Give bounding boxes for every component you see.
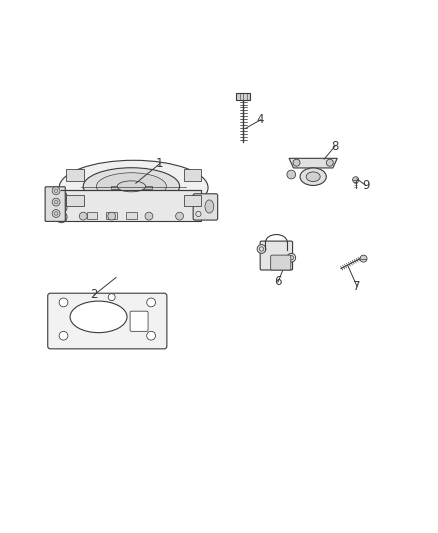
Text: 9: 9 (362, 179, 370, 192)
Bar (126, 212, 137, 219)
Bar (66, 195, 84, 206)
Circle shape (59, 332, 68, 340)
Circle shape (52, 198, 60, 206)
Circle shape (79, 212, 87, 220)
Ellipse shape (59, 160, 208, 215)
Circle shape (108, 212, 116, 220)
FancyBboxPatch shape (130, 311, 148, 332)
Circle shape (147, 332, 155, 340)
Bar (87, 212, 97, 219)
Ellipse shape (70, 301, 127, 333)
Ellipse shape (83, 168, 180, 205)
Circle shape (326, 159, 333, 166)
Text: 4: 4 (257, 114, 265, 126)
Bar (184, 169, 201, 181)
Text: 8: 8 (332, 140, 339, 152)
Circle shape (56, 211, 67, 223)
Circle shape (59, 298, 68, 307)
Circle shape (108, 294, 115, 301)
Circle shape (353, 177, 359, 183)
Circle shape (147, 298, 155, 307)
FancyBboxPatch shape (48, 293, 167, 349)
Circle shape (257, 245, 266, 253)
Circle shape (56, 201, 67, 213)
Ellipse shape (300, 168, 326, 185)
Circle shape (360, 255, 367, 262)
Bar (106, 212, 117, 219)
Text: 2: 2 (90, 288, 98, 302)
Text: 1: 1 (156, 157, 164, 170)
Circle shape (52, 209, 60, 217)
Bar (184, 195, 201, 206)
Ellipse shape (117, 181, 145, 192)
Circle shape (287, 253, 296, 262)
FancyBboxPatch shape (193, 194, 218, 220)
Bar (236, 93, 250, 100)
Bar (66, 169, 84, 181)
Text: 6: 6 (274, 276, 282, 288)
Ellipse shape (306, 172, 320, 182)
Circle shape (287, 170, 296, 179)
Circle shape (176, 212, 184, 220)
Bar (61, 190, 201, 221)
Circle shape (52, 187, 60, 195)
Circle shape (145, 212, 153, 220)
Text: 7: 7 (353, 280, 361, 293)
Bar (110, 186, 152, 189)
FancyBboxPatch shape (45, 187, 65, 221)
Ellipse shape (96, 173, 166, 200)
FancyBboxPatch shape (260, 241, 293, 270)
Circle shape (293, 159, 300, 166)
Ellipse shape (205, 200, 214, 213)
FancyBboxPatch shape (271, 255, 291, 270)
Circle shape (56, 191, 67, 202)
Polygon shape (289, 158, 337, 168)
